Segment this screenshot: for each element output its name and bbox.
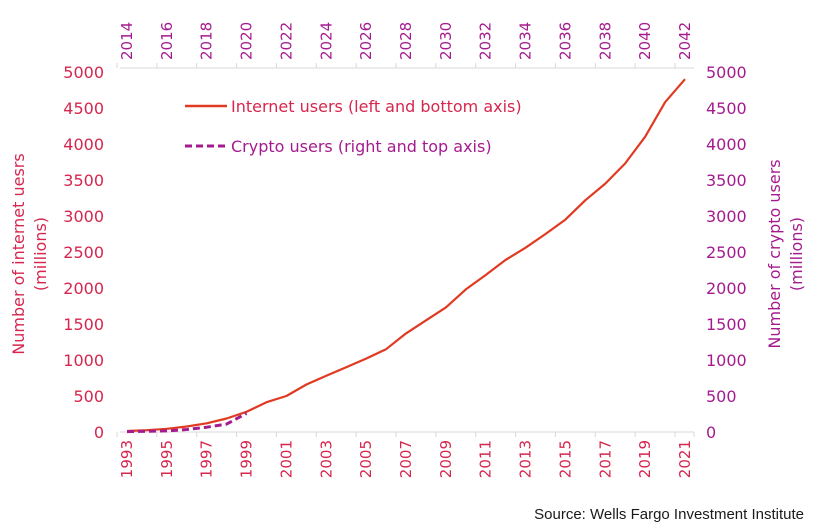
left-tick-label: 3500 bbox=[63, 171, 104, 190]
right-tick-label: 4000 bbox=[706, 135, 747, 154]
top-tick-label: 2022 bbox=[277, 22, 295, 60]
right-tick-label: 1500 bbox=[706, 315, 747, 334]
top-tick-label: 2016 bbox=[158, 22, 176, 60]
left-tick-label: 5000 bbox=[63, 63, 104, 82]
legend-label-crypto: Crypto users (right and top axis) bbox=[231, 137, 492, 156]
top-tick-label: 2040 bbox=[636, 22, 654, 60]
top-tick-label: 2032 bbox=[477, 22, 495, 60]
right-tick-label: 4500 bbox=[706, 99, 747, 118]
top-tick-label: 2042 bbox=[676, 22, 694, 60]
left-tick-label: 3000 bbox=[63, 207, 104, 226]
right-tick-label: 0 bbox=[706, 423, 716, 442]
bottom-tick-label: 1993 bbox=[118, 440, 136, 478]
left-tick-label: 2000 bbox=[63, 279, 104, 298]
right-tick-label: 1000 bbox=[706, 351, 747, 370]
top-tick-label: 2038 bbox=[596, 22, 614, 60]
right-tick-label: 3500 bbox=[706, 171, 747, 190]
right-axis-title-line2: (millions) bbox=[787, 217, 806, 291]
bottom-axis-ticks: 1993 1995 1997 1999 2001 2003 2005 2007 2009 2011… bbox=[116, 432, 695, 478]
left-tick-label: 2500 bbox=[63, 243, 104, 262]
left-tick-label: 4000 bbox=[63, 135, 104, 154]
crypto-users-line bbox=[126, 411, 248, 434]
top-tick-label: 2014 bbox=[118, 22, 136, 60]
left-axis-title-line2: (millions) bbox=[31, 217, 50, 291]
legend-label-internet: Internet users (left and bottom axis) bbox=[231, 97, 522, 116]
right-tick-label: 2500 bbox=[706, 243, 747, 262]
top-tick-label: 2020 bbox=[238, 22, 256, 60]
left-tick-label: 500 bbox=[73, 387, 104, 406]
left-axis-ticks: 0 500 1000 1500 2000 2500 3000 3500 4000 4500 5000 bbox=[63, 63, 104, 442]
bottom-tick-label: 1997 bbox=[198, 440, 216, 478]
bottom-tick-label: 2017 bbox=[596, 440, 614, 478]
right-tick-label: 500 bbox=[706, 387, 737, 406]
bottom-tick-label: 2003 bbox=[317, 440, 335, 478]
left-axis-title-line1: Number of internet uesrs bbox=[9, 153, 28, 354]
bottom-tick-label: 1999 bbox=[238, 440, 256, 478]
top-tick-label: 2034 bbox=[517, 22, 535, 60]
right-tick-label: 3000 bbox=[706, 207, 747, 226]
legend: Internet users (left and bottom axis) Cr… bbox=[185, 97, 522, 156]
right-tick-label: 5000 bbox=[706, 63, 747, 82]
top-axis-ticks: 2014 2016 2018 2020 2022 2024 2026 2028 2030 2032… bbox=[116, 22, 694, 68]
top-tick-label: 2018 bbox=[198, 22, 216, 60]
left-tick-label: 0 bbox=[94, 423, 104, 442]
internet-users-line bbox=[126, 78, 686, 433]
bottom-tick-label: 2021 bbox=[676, 440, 694, 478]
series-layer bbox=[126, 78, 686, 434]
top-tick-label: 2028 bbox=[397, 22, 415, 60]
bottom-tick-label: 2013 bbox=[517, 440, 535, 478]
source-note: Source: Wells Fargo Investment Institute bbox=[534, 506, 804, 523]
top-tick-label: 2036 bbox=[556, 22, 574, 60]
top-tick-label: 2026 bbox=[357, 22, 375, 60]
top-tick-label: 2030 bbox=[437, 22, 455, 60]
right-axis-title-line1: Number of crypto users bbox=[765, 159, 784, 348]
bottom-tick-label: 2007 bbox=[397, 440, 415, 478]
bottom-tick-label: 2015 bbox=[556, 440, 574, 478]
bottom-tick-label: 1995 bbox=[158, 440, 176, 478]
right-tick-label: 2000 bbox=[706, 279, 747, 298]
bottom-tick-label: 2009 bbox=[437, 440, 455, 478]
left-tick-label: 4500 bbox=[63, 99, 104, 118]
bottom-tick-label: 2001 bbox=[277, 440, 295, 478]
top-tick-label: 2024 bbox=[317, 22, 335, 60]
plot-frame bbox=[120, 67, 694, 433]
bottom-tick-label: 2011 bbox=[477, 440, 495, 478]
left-tick-label: 1000 bbox=[63, 351, 104, 370]
right-axis-ticks: 0 500 1000 1500 2000 2500 3000 3500 4000 4500 5000 bbox=[706, 63, 747, 442]
left-tick-label: 1500 bbox=[63, 315, 104, 334]
bottom-tick-label: 2005 bbox=[357, 440, 375, 478]
bottom-tick-label: 2019 bbox=[636, 440, 654, 478]
